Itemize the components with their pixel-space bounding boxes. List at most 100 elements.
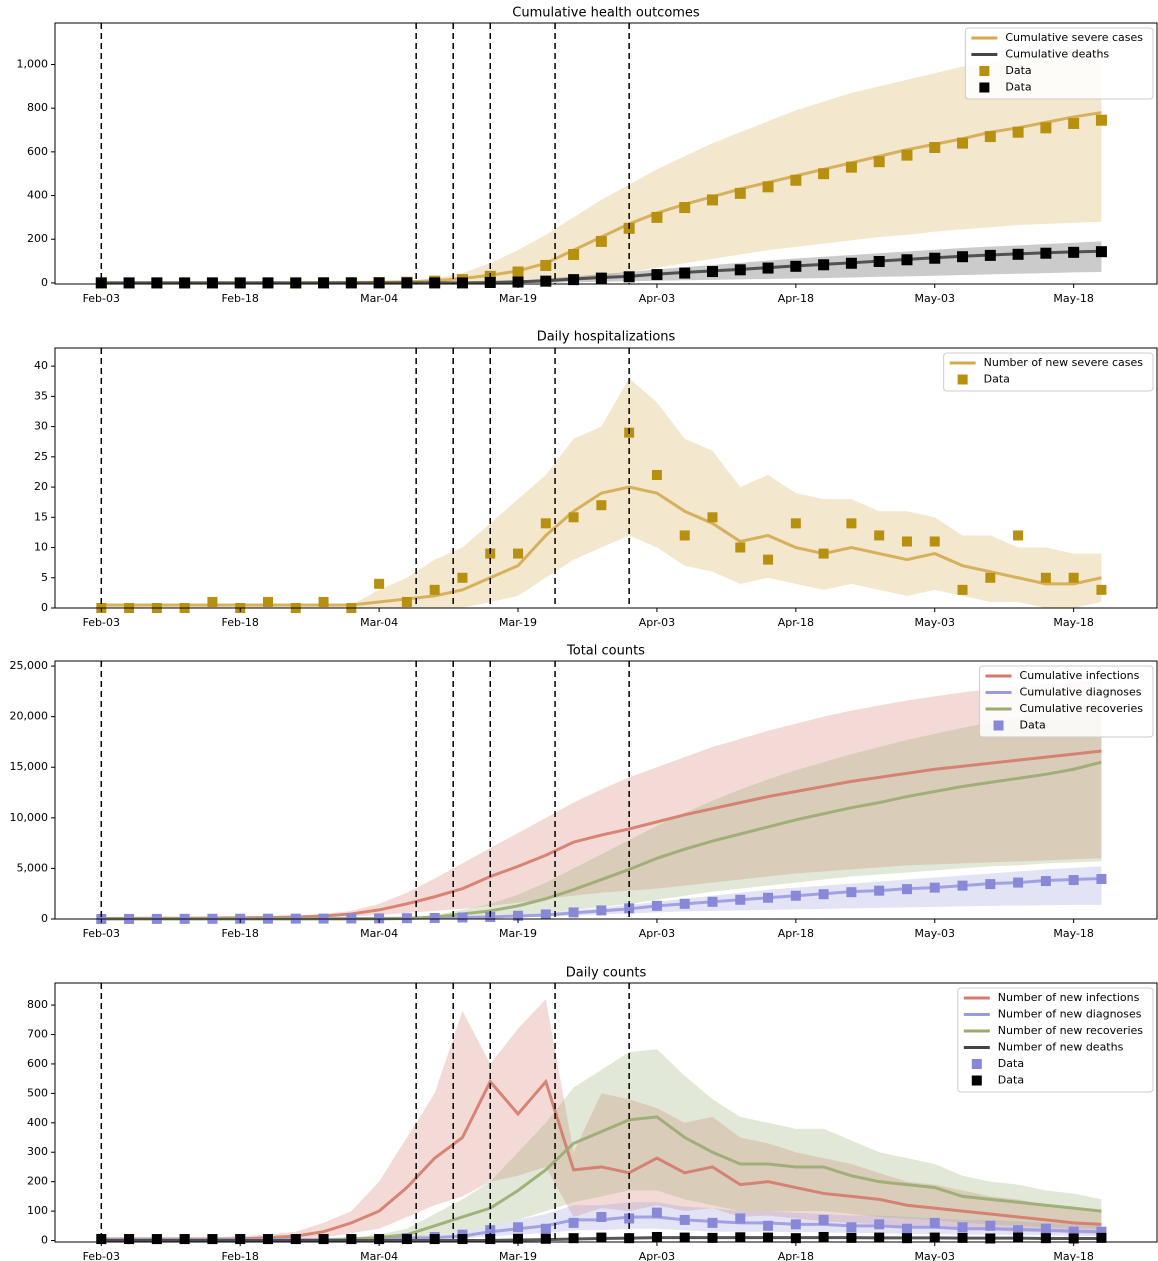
data-point: [429, 1234, 440, 1245]
y-tick-label: 20: [34, 480, 48, 493]
data-point: [513, 1233, 524, 1244]
data-point: [1040, 1223, 1051, 1234]
data-point: [874, 1219, 885, 1230]
y-tick-label: 0: [41, 276, 48, 289]
data-point: [985, 879, 996, 890]
data-point: [1040, 876, 1051, 887]
data-point: [429, 277, 441, 289]
data-point: [984, 131, 996, 143]
y-tick-label: 600: [27, 145, 48, 158]
data-point: [513, 1222, 524, 1233]
legend-label: Cumulative diagnoses: [1020, 686, 1142, 699]
data-point: [1040, 122, 1052, 134]
y-tick-label: 500: [27, 1086, 48, 1099]
data-point: [179, 1234, 190, 1245]
data-point: [457, 912, 468, 923]
data-point: [985, 1233, 996, 1244]
data-point: [262, 1234, 273, 1245]
data-point: [96, 1234, 107, 1245]
data-point: [679, 267, 691, 279]
data-point: [235, 1234, 246, 1245]
data-point: [901, 149, 913, 161]
data-point: [151, 277, 163, 289]
x-tick-label: Apr-03: [639, 616, 675, 629]
data-point: [957, 1232, 968, 1243]
data-point: [763, 554, 774, 565]
panel: Daily counts 0 100 200 300 400 500 600 700 800 Feb…: [27, 966, 1158, 1261]
data-point: [901, 536, 912, 547]
legend-swatch: [979, 82, 990, 93]
data-point: [568, 274, 580, 286]
x-tick-label: May-18: [1053, 616, 1094, 629]
data-point: [373, 277, 385, 289]
data-point: [651, 900, 662, 911]
legend-box: [964, 27, 1154, 100]
y-tick-label: 400: [27, 1116, 48, 1129]
legend-label: Cumulative infections: [1020, 669, 1140, 682]
legend-label: Number of new severe cases: [984, 356, 1144, 369]
data-point: [485, 1225, 496, 1236]
x-tick-label: Feb-03: [83, 292, 120, 305]
data-point: [568, 1217, 579, 1228]
x-tick-label: May-18: [1053, 1250, 1094, 1261]
data-point: [234, 277, 246, 289]
x-tick-label: May-03: [914, 927, 955, 940]
data-point: [401, 1234, 412, 1245]
data-point: [901, 1223, 912, 1234]
data-point: [595, 235, 607, 247]
data-point: [846, 518, 857, 529]
data-point: [818, 548, 829, 559]
x-tick-label: May-18: [1053, 927, 1094, 940]
legend-swatch: [979, 66, 990, 76]
data-point: [595, 272, 607, 284]
legend-swatch: [971, 1059, 982, 1069]
data-point: [401, 277, 413, 289]
uncertainty-band: [101, 47, 1102, 283]
y-tick-label: 30: [34, 420, 48, 433]
data-point: [429, 584, 440, 595]
data-point: [346, 1234, 357, 1245]
data-point: [596, 905, 607, 916]
panel: Daily hospitalizations 0 5 10 15 20 25 30 35 40 Fe…: [34, 330, 1158, 629]
plot-frame: [54, 22, 1158, 285]
y-tick-label: 300: [27, 1145, 48, 1158]
chart-title: Cumulative health outcomes: [512, 6, 700, 21]
data-point: [901, 1233, 912, 1244]
data-point: [540, 518, 551, 529]
data-point: [1012, 248, 1024, 260]
x-tick-label: Feb-03: [83, 927, 120, 940]
data-point: [929, 1232, 940, 1243]
data-point: [401, 913, 412, 924]
legend: Cumulative severe cases Cumulative deaths…: [964, 27, 1154, 100]
data-point: [679, 1214, 690, 1225]
legend-box: [943, 352, 1154, 392]
legend-label: Number of new recoveries: [998, 1024, 1143, 1037]
data-point: [374, 578, 385, 589]
data-point: [484, 276, 496, 288]
panel: Total counts 0 5,000 10,000 15,000 20,000 25,0…: [10, 644, 1158, 940]
y-tick-label: 25,000: [10, 659, 49, 672]
legend-label: Data: [1005, 64, 1031, 77]
data-point: [818, 259, 830, 271]
data-point: [207, 1234, 218, 1245]
y-tick-label: 200: [27, 232, 48, 245]
plot-frame: [54, 347, 1158, 609]
y-tick-label: 0: [41, 912, 48, 925]
legend-swatch: [957, 374, 968, 385]
data-point: [679, 202, 691, 214]
data-point: [818, 1214, 829, 1225]
uncertainty-band: [101, 866, 1102, 919]
data-point: [1013, 877, 1024, 888]
uncertainty-band: [101, 999, 1102, 1241]
data-point: [762, 262, 774, 274]
x-tick-label: Feb-03: [83, 616, 120, 629]
uncertainty-band: [101, 1049, 1102, 1241]
y-tick-label: 15: [34, 510, 48, 523]
y-tick-label: 40: [34, 359, 48, 372]
data-point: [1013, 530, 1024, 541]
x-tick-label: Mar-04: [360, 1250, 398, 1261]
data-point: [1068, 1233, 1079, 1244]
data-point: [845, 161, 857, 173]
x-tick-label: May-03: [914, 616, 955, 629]
data-point: [540, 1233, 551, 1244]
